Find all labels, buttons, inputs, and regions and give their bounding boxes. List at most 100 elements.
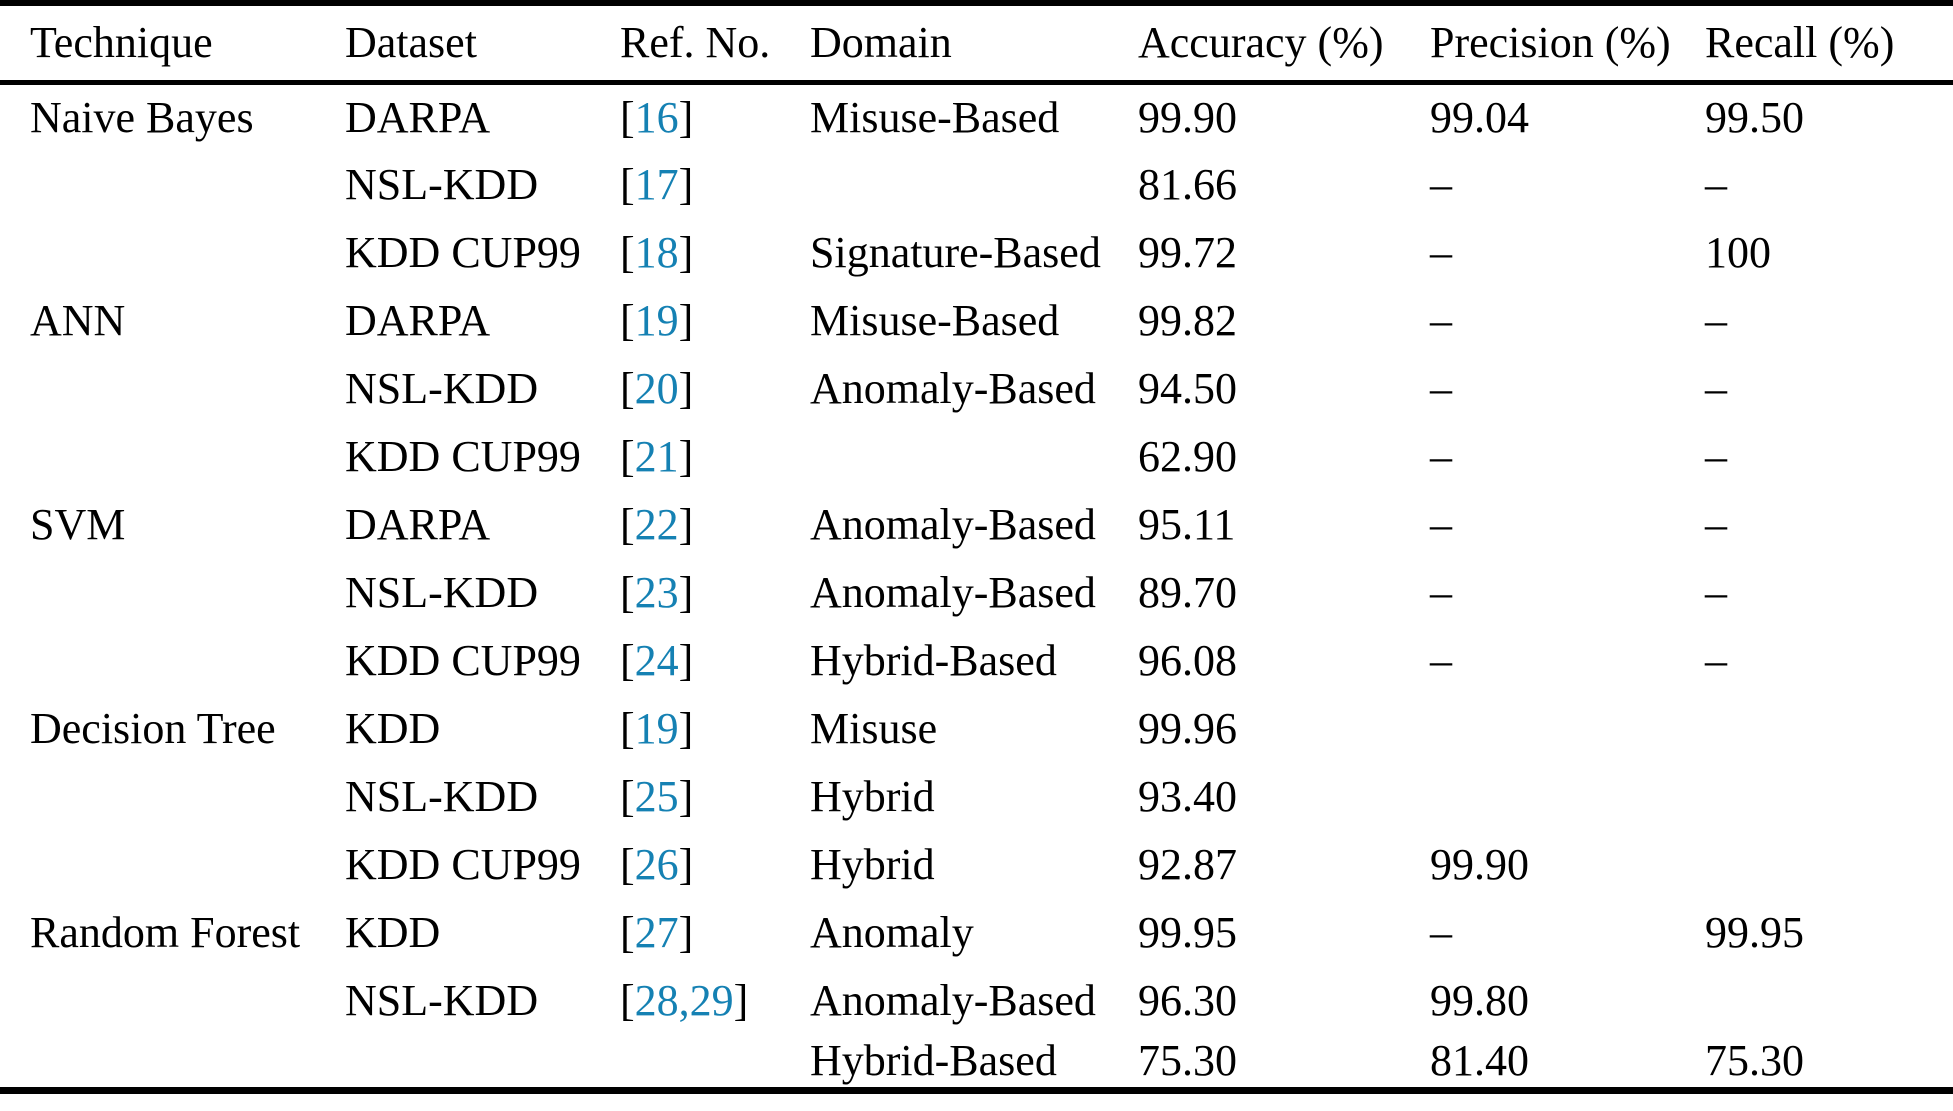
- bracket-close: ]: [678, 363, 694, 413]
- ref-link[interactable]: 27: [634, 907, 679, 957]
- cell-dataset: [345, 1034, 620, 1090]
- cell-ref: [19]: [620, 286, 810, 354]
- cell-recall: [1705, 762, 1953, 830]
- table-row: Decision Tree KDD [19] Misuse 99.96: [0, 694, 1953, 762]
- cell-accuracy: 89.70: [1138, 567, 1237, 617]
- cell-recall: 75.30: [1705, 1035, 1804, 1085]
- table-row: NSL-KDD [28,29] Anomaly-Based 96.30 99.8…: [0, 966, 1953, 1034]
- bracket-close: ]: [678, 92, 694, 142]
- cell-ref: [20]: [620, 354, 810, 422]
- ref-link[interactable]: 22: [634, 499, 679, 549]
- bracket-close: ]: [678, 907, 694, 957]
- ref-link[interactable]: 28,29: [634, 975, 734, 1025]
- cell-ref: [16]: [620, 82, 810, 150]
- cell-technique: [0, 762, 345, 830]
- bracket-close: ]: [678, 703, 694, 753]
- cell-precision: –: [1430, 499, 1452, 549]
- bracket-close: ]: [678, 635, 694, 685]
- cell-precision: 99.80: [1430, 975, 1529, 1025]
- bracket-open: [: [620, 431, 635, 481]
- col-header-precision: Precision (%): [1430, 3, 1705, 85]
- header-row: Technique Dataset Ref. No. Domain Accura…: [0, 3, 1953, 85]
- cell-domain: Hybrid-Based: [810, 1035, 1057, 1085]
- cell-ref: [21]: [620, 422, 810, 490]
- bracket-open: [: [620, 159, 635, 209]
- ref-link[interactable]: 18: [634, 227, 679, 277]
- table-row: Naive Bayes DARPA [16] Misuse-Based 99.9…: [0, 82, 1953, 150]
- bracket-open: [: [620, 975, 635, 1025]
- cell-precision: 99.04: [1430, 92, 1529, 142]
- bracket-close: ]: [678, 431, 694, 481]
- cell-dataset: KDD CUP99: [345, 227, 581, 277]
- bracket-open: [: [620, 839, 635, 889]
- cell-domain: Hybrid: [810, 839, 935, 889]
- cell-recall: 99.95: [1705, 907, 1804, 957]
- ref-link[interactable]: 19: [634, 703, 679, 753]
- cell-recall: [1705, 694, 1953, 762]
- cell-technique: Random Forest: [30, 907, 301, 957]
- ref-link[interactable]: 25: [634, 771, 679, 821]
- cell-ref: [19]: [620, 694, 810, 762]
- cell-accuracy: 99.95: [1138, 907, 1237, 957]
- cell-recall: –: [1705, 499, 1727, 549]
- ref-link[interactable]: 16: [634, 92, 679, 142]
- cell-ref: [17]: [620, 150, 810, 218]
- table-row: KDD CUP99 [24] Hybrid-Based 96.08 – –: [0, 626, 1953, 694]
- bracket-open: [: [620, 771, 635, 821]
- bracket-open: [: [620, 227, 635, 277]
- cell-precision: [1430, 762, 1705, 830]
- bracket-close: ]: [733, 975, 749, 1025]
- col-header-dataset: Dataset: [345, 3, 620, 85]
- cell-accuracy: 95.11: [1138, 499, 1236, 549]
- bracket-close: ]: [678, 839, 694, 889]
- cell-dataset: DARPA: [345, 295, 491, 345]
- cell-technique: [0, 626, 345, 694]
- cell-technique: SVM: [30, 499, 126, 549]
- cell-recall: –: [1705, 159, 1727, 209]
- cell-recall: –: [1705, 363, 1727, 413]
- cell-dataset: NSL-KDD: [345, 159, 539, 209]
- bracket-close: ]: [678, 771, 694, 821]
- cell-technique: [0, 354, 345, 422]
- bracket-open: [: [620, 567, 635, 617]
- ref-link[interactable]: 20: [634, 363, 679, 413]
- ref-link[interactable]: 17: [634, 159, 679, 209]
- cell-domain: Hybrid-Based: [810, 635, 1057, 685]
- cell-technique: Naive Bayes: [30, 92, 254, 142]
- cell-ref: [18]: [620, 218, 810, 286]
- ref-link[interactable]: 26: [634, 839, 679, 889]
- ref-link[interactable]: 23: [634, 567, 679, 617]
- cell-accuracy: 99.96: [1138, 703, 1237, 753]
- ref-link[interactable]: 19: [634, 295, 679, 345]
- ref-link[interactable]: 21: [634, 431, 679, 481]
- cell-recall: 99.50: [1705, 92, 1804, 142]
- cell-domain: Anomaly-Based: [810, 975, 1096, 1025]
- cell-domain: Anomaly: [810, 907, 974, 957]
- cell-precision: –: [1430, 431, 1452, 481]
- cell-technique: [0, 422, 345, 490]
- cell-accuracy: 81.66: [1138, 159, 1237, 209]
- cell-accuracy: 96.08: [1138, 635, 1237, 685]
- cell-ref: [23]: [620, 558, 810, 626]
- cell-dataset: KDD CUP99: [345, 635, 581, 685]
- cell-technique: [0, 966, 345, 1034]
- cell-accuracy: 99.72: [1138, 227, 1237, 277]
- cell-ref: [620, 1034, 810, 1090]
- cell-domain: Misuse-Based: [810, 92, 1060, 142]
- bracket-close: ]: [678, 567, 694, 617]
- cell-dataset: DARPA: [345, 92, 491, 142]
- table-row: ANN DARPA [19] Misuse-Based 99.82 – –: [0, 286, 1953, 354]
- cell-dataset: KDD CUP99: [345, 431, 581, 481]
- cell-precision: –: [1430, 159, 1452, 209]
- bracket-open: [: [620, 907, 635, 957]
- cell-domain: Signature-Based: [810, 227, 1101, 277]
- table-row: Random Forest KDD [27] Anomaly 99.95 – 9…: [0, 898, 1953, 966]
- cell-precision: –: [1430, 295, 1452, 345]
- cell-technique: [0, 830, 345, 898]
- bracket-open: [: [620, 703, 635, 753]
- cell-precision: –: [1430, 567, 1452, 617]
- cell-accuracy: 62.90: [1138, 431, 1237, 481]
- bracket-close: ]: [678, 499, 694, 549]
- ref-link[interactable]: 24: [634, 635, 679, 685]
- cell-domain: Misuse: [810, 703, 938, 753]
